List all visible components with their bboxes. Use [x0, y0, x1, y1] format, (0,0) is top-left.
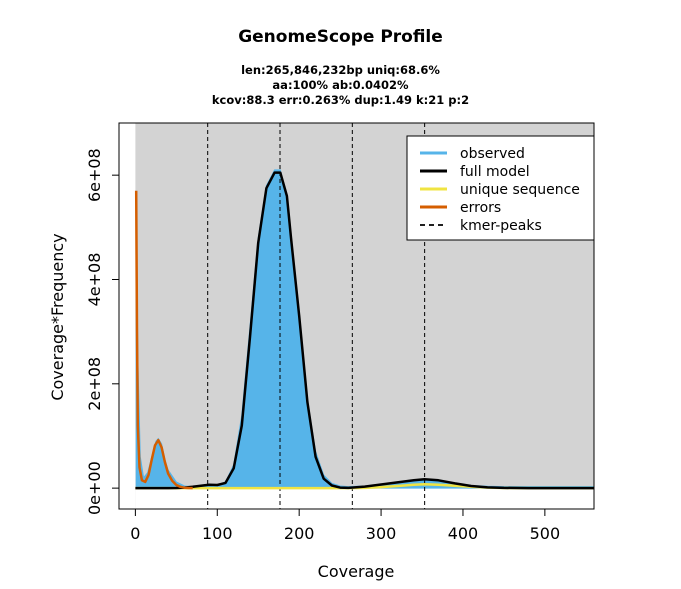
legend-label-2: unique sequence — [460, 182, 580, 198]
x-tick-label-200: 200 — [284, 524, 315, 543]
x-tick-label-400: 400 — [448, 524, 479, 543]
series-errors-line — [134, 190, 193, 490]
legend-label-0: observed — [460, 146, 525, 162]
x-tick-label-300: 300 — [366, 524, 397, 543]
y-axis-label: Coverage*Frequency — [48, 233, 67, 400]
chart-title: GenomeScope Profile — [238, 27, 443, 47]
below-zero-band — [135, 488, 594, 509]
legend: observed full model unique sequence errors k… — [406, 135, 595, 241]
legend-label-3: errors — [460, 200, 501, 216]
x-tick-label-0: 0 — [130, 524, 140, 543]
x-tick-label-100: 100 — [202, 524, 233, 543]
y-tick-label-1: 2e+08 — [85, 357, 104, 411]
y-tick-label-0: 0e+00 — [85, 461, 104, 515]
chart-subtitle-line-3: kcov:88.3 err:0.263% dup:1.49 k:21 p:2 — [211, 93, 470, 107]
chart-subtitle-line-1: len:265,846,232bp uniq:68.6% — [241, 63, 440, 77]
plot-frame — [118, 122, 595, 510]
x-axis-label: Coverage — [318, 562, 395, 581]
legend-label-1: full model — [460, 164, 530, 180]
y-tick-label-3: 6e+08 — [85, 148, 104, 202]
chart-subtitle-line-2: aa:100% ab:0.0402% — [272, 78, 409, 92]
legend-label-4: kmer-peaks — [460, 218, 542, 234]
x-tick-label-500: 500 — [530, 524, 561, 543]
y-tick-label-2: 4e+08 — [85, 253, 104, 307]
